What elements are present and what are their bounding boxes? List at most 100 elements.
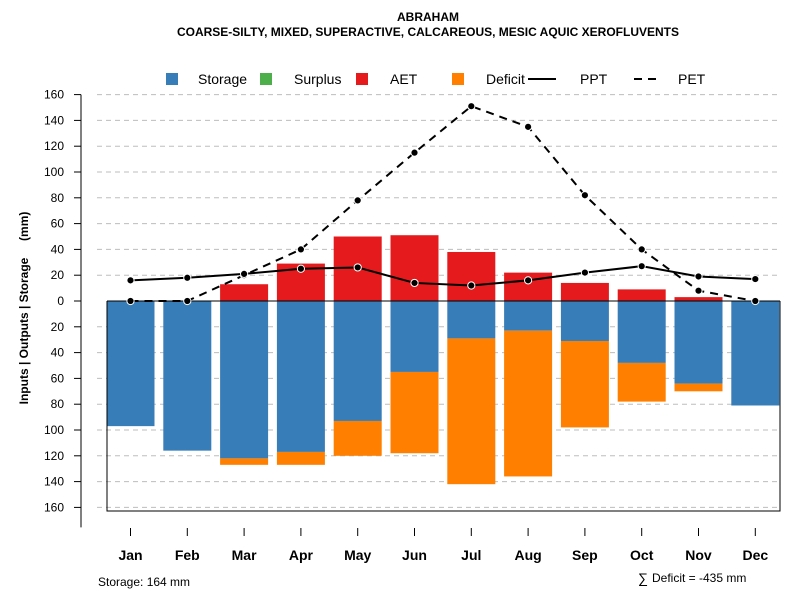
ppt-point (524, 276, 533, 285)
y-tick-label: 40 (51, 346, 65, 360)
storage-total: Storage: 164 mm (98, 575, 190, 589)
pet-point (410, 148, 419, 157)
pet-point (126, 296, 135, 306)
ppt-point (240, 269, 249, 279)
chart-subtitle: COARSE-SILTY, MIXED, SUPERACTIVE, CALCAR… (177, 25, 679, 39)
y-tick-label: 120 (44, 449, 64, 463)
y-tick-label: 80 (51, 397, 65, 411)
month-label: Nov (685, 547, 712, 563)
pet-point (580, 191, 590, 200)
pet-point (694, 286, 703, 295)
pet-point (353, 196, 362, 205)
ppt-line (130, 265, 756, 287)
ppt-point (183, 273, 192, 282)
legend-label: PPT (580, 71, 608, 87)
pet-point (524, 122, 533, 131)
y-tick-label: 140 (44, 475, 64, 489)
month-label: May (344, 547, 371, 563)
ppt-point (353, 263, 362, 272)
deficit-total: Deficit = -435 mm (652, 571, 746, 585)
month-label: Jun (402, 547, 427, 563)
storage-bar (220, 301, 269, 459)
legend-swatch (260, 73, 272, 85)
storage-bar (106, 301, 155, 427)
storage-bar (390, 301, 439, 372)
sum-symbol: ∑ (638, 570, 648, 586)
pet-point (637, 245, 646, 254)
y-tick-label: 100 (44, 165, 64, 179)
plot-frame (106, 300, 781, 512)
y-tick-label: 80 (51, 191, 65, 205)
y-tick-label: 20 (51, 268, 65, 282)
y-tick-label: 0 (57, 294, 64, 308)
y-tick-label: 140 (44, 113, 64, 127)
bars (106, 235, 780, 485)
deficit-bar (617, 362, 666, 402)
y-tick-label: 120 (44, 139, 64, 153)
x-axis: Jan Feb Mar Apr May Jun Jul Aug Sep Oct Nov Dec (118, 528, 768, 563)
storage-bar (504, 301, 553, 331)
deficit-bar (504, 330, 553, 477)
storage-bar (333, 301, 382, 421)
ppt-point (751, 274, 760, 284)
y-tick-label: 40 (51, 242, 65, 256)
month-label: Jul (461, 547, 481, 563)
pet-point (183, 296, 192, 306)
month-label: Aug (514, 547, 541, 563)
y-tick-label: 160 (44, 500, 64, 514)
month-label: Jan (118, 547, 142, 563)
legend-label: Storage (198, 71, 247, 87)
storage-bar (731, 301, 780, 406)
month-label: Sep (572, 547, 598, 563)
chart-title: ABRAHAM (397, 10, 459, 24)
aet-bar (390, 235, 439, 301)
ppt-point (467, 281, 476, 290)
deficit-bar (560, 340, 609, 428)
aet-bar (220, 284, 269, 301)
legend-label: AET (390, 71, 418, 87)
y-tick-label: 20 (51, 320, 65, 334)
legend: Storage Surplus AET Deficit PPT PET (166, 71, 706, 87)
legend-label: PET (678, 71, 706, 87)
y-tick-label: 60 (51, 371, 65, 385)
y-axis: 160 140 120 100 80 60 40 20 0 20 40 60 80 100 120 140 16… (44, 88, 82, 528)
aet-bar (560, 282, 609, 301)
month-label: Feb (175, 547, 200, 563)
storage-bar (276, 301, 325, 452)
ppt-point (410, 278, 419, 288)
ppt-point (296, 264, 305, 273)
deficit-bar (447, 338, 496, 485)
y-tick-label: 160 (44, 88, 64, 102)
storage-bar (560, 301, 609, 341)
aet-bar (617, 289, 666, 301)
pet-line (130, 105, 756, 302)
ppt-point (637, 262, 646, 271)
deficit-bar (276, 451, 325, 465)
storage-bar (674, 301, 723, 384)
pet-point (467, 102, 476, 111)
aet-bar (674, 297, 723, 301)
aet-bar (447, 251, 496, 301)
pet-point (296, 245, 305, 254)
deficit-bar (333, 420, 382, 456)
legend-label: Deficit (486, 71, 525, 87)
ppt-point (580, 268, 590, 277)
storage-bar (447, 301, 496, 339)
ppt-point (126, 276, 135, 285)
deficit-bar (220, 458, 269, 465)
legend-label: Surplus (294, 71, 341, 87)
lower-frame (106, 301, 781, 512)
legend-swatch (452, 73, 464, 85)
deficit-bar (390, 371, 439, 454)
series-lines (126, 102, 760, 306)
y-tick-label: 60 (51, 217, 65, 231)
pet-point (751, 296, 760, 306)
month-label: Apr (289, 547, 314, 563)
ppt-point (694, 272, 703, 281)
storage-bar (617, 301, 666, 363)
month-label: Oct (630, 547, 654, 563)
month-label: Mar (232, 547, 257, 563)
legend-swatch (166, 73, 178, 85)
y-tick-label: 100 (44, 423, 64, 437)
